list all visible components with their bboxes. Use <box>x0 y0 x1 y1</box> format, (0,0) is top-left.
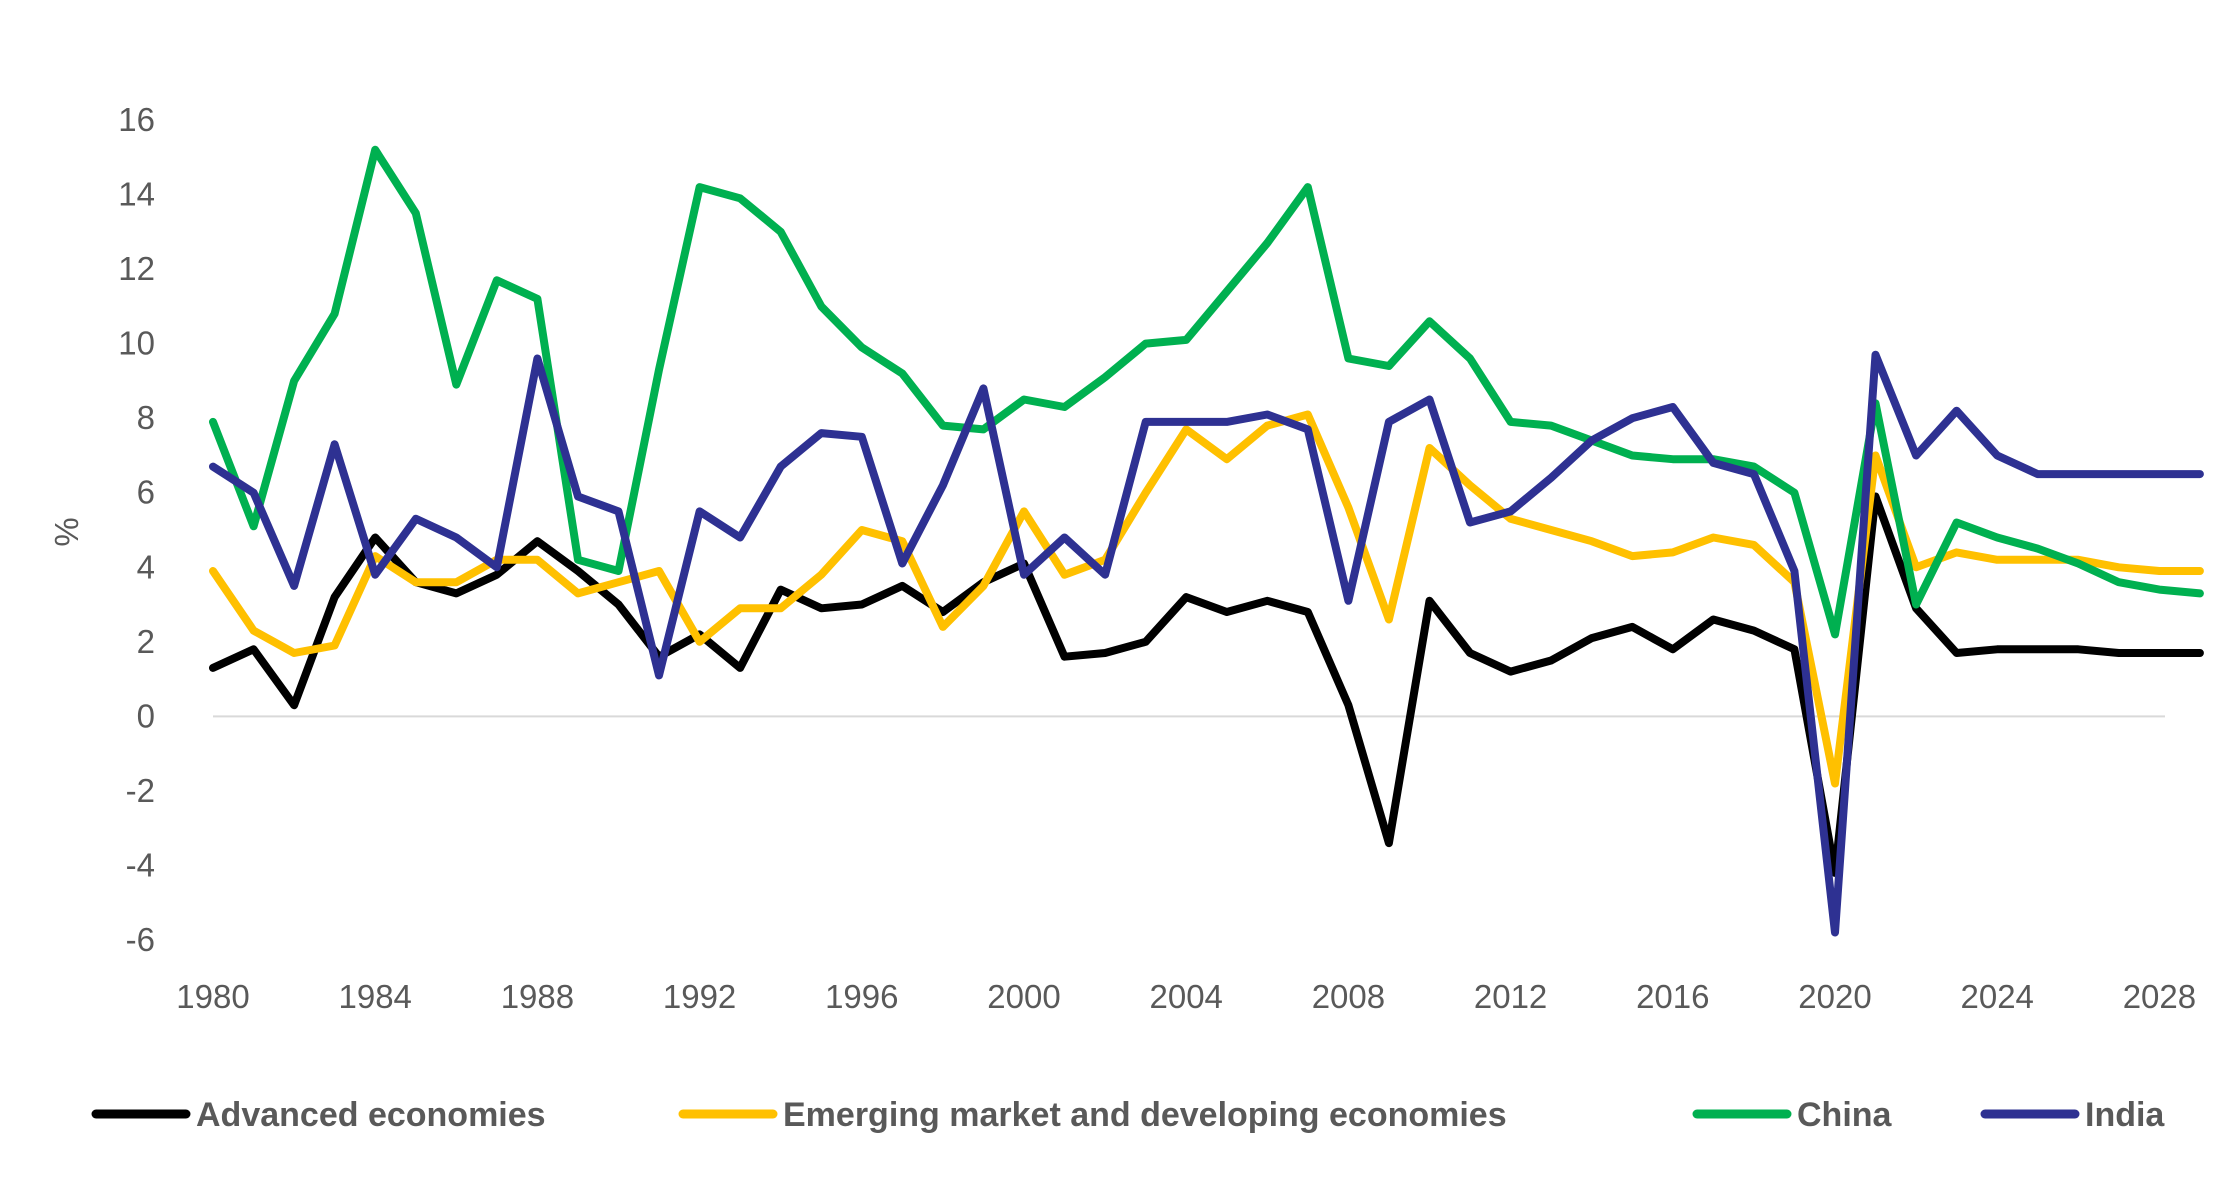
legend: Advanced economies Emerging market and de… <box>91 1096 2165 1134</box>
x-tick-label: 1996 <box>825 978 898 1015</box>
series-line-emerging-market-and-developing-economies <box>209 410 2204 788</box>
legend-item: China <box>1692 1096 1893 1134</box>
x-tick-label: 2016 <box>1636 978 1709 1015</box>
legend-label: Advanced economies <box>196 1096 546 1134</box>
y-tick-label: -4 <box>126 846 155 883</box>
x-tick-label: 1984 <box>338 978 411 1015</box>
legend-item: Advanced economies <box>91 1096 546 1134</box>
series-lines <box>209 145 2204 937</box>
y-tick-label: 2 <box>137 623 155 660</box>
x-tick-label: 2020 <box>1798 978 1871 1015</box>
y-tick-label: 0 <box>137 697 155 734</box>
y-tick-label: -2 <box>126 772 155 809</box>
x-tick-label: 2024 <box>1960 978 2033 1015</box>
x-tick-label: 2000 <box>987 978 1060 1015</box>
x-tick-label: 1988 <box>501 978 574 1015</box>
x-tick-label: 2028 <box>2123 978 2196 1015</box>
y-axis-ticks: 16 14 12 10 8 6 4 2 0 -2 -4 -6 <box>118 101 155 958</box>
x-tick-label: 1980 <box>176 978 249 1015</box>
x-tick-label: 1992 <box>663 978 736 1015</box>
y-tick-label: 16 <box>118 101 155 138</box>
y-tick-label: 4 <box>137 548 155 585</box>
series-line-advanced-economies <box>209 492 2204 877</box>
y-tick-label: 12 <box>118 250 155 287</box>
x-axis-ticks: 1980 1984 1988 1992 1996 2000 2004 2008 2012 2016… <box>176 978 2196 1015</box>
legend-item: India <box>1980 1096 2165 1134</box>
y-tick-label: -6 <box>126 921 155 958</box>
y-tick-label: 14 <box>118 176 155 213</box>
legend-item: Emerging market and developing economies <box>678 1096 1507 1134</box>
legend-label: China <box>1797 1096 1893 1134</box>
y-axis-label: % <box>48 517 85 546</box>
x-tick-label: 2012 <box>1474 978 1547 1015</box>
series-line-india <box>209 350 2204 937</box>
x-tick-label: 2004 <box>1149 978 1222 1015</box>
x-tick-label: 2008 <box>1312 978 1385 1015</box>
y-tick-label: 10 <box>118 325 155 362</box>
y-tick-label: 6 <box>137 474 155 511</box>
legend-label: Emerging market and developing economies <box>783 1096 1507 1134</box>
legend-label: India <box>2085 1096 2165 1134</box>
y-tick-label: 8 <box>137 399 155 436</box>
